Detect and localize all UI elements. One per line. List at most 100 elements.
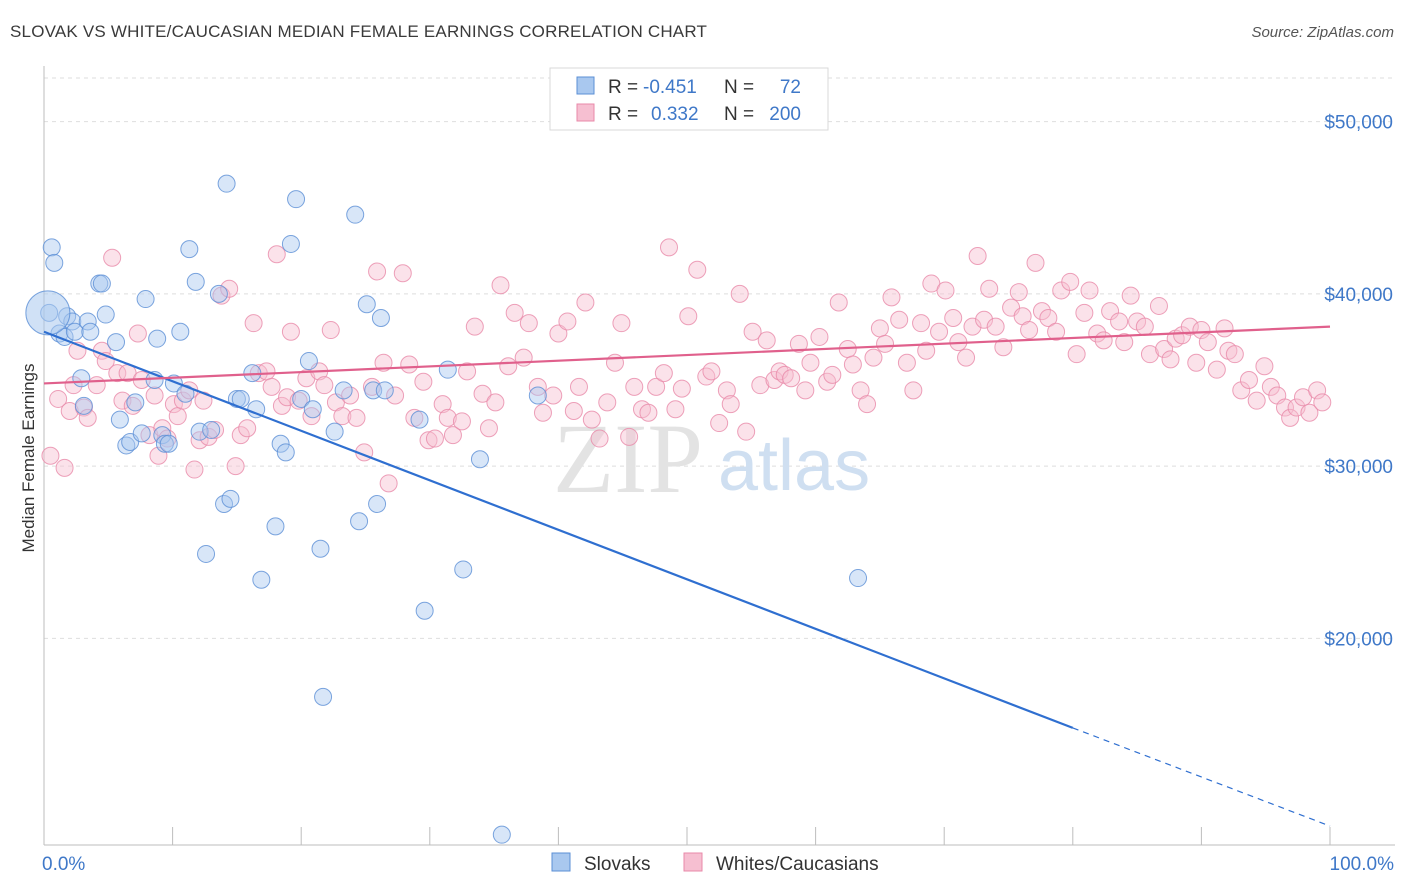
white-point-121	[801, 353, 820, 372]
white-point-12	[108, 364, 127, 383]
white-point-16	[128, 324, 147, 343]
legend-swatch-whites	[576, 103, 595, 122]
white-point-41	[267, 245, 286, 264]
y-axis-label: Median Female Earnings	[19, 364, 38, 553]
white-point-140	[930, 322, 949, 341]
slovak-point-44	[266, 517, 285, 536]
white-point-49	[315, 376, 334, 395]
slovak-point-8	[72, 369, 91, 388]
white-point-120	[796, 381, 815, 400]
white-point-45	[289, 391, 308, 410]
white-point-144	[957, 348, 976, 367]
y-tick-label-2: $40,000	[1324, 285, 1393, 306]
white-point-154	[1020, 321, 1039, 340]
trendlines	[43, 325, 1331, 827]
legend-box	[549, 67, 829, 131]
axes	[43, 66, 1395, 846]
y-tick-label-1: $30,000	[1324, 457, 1393, 478]
white-point-161	[1067, 345, 1086, 364]
white-point-172	[1140, 345, 1159, 364]
slovak-point-50	[299, 352, 318, 371]
white-point-147	[975, 310, 994, 329]
white-point-1	[49, 389, 68, 408]
white-point-31	[206, 420, 225, 439]
slovak-point-26	[159, 434, 178, 453]
source-credit: Source: ZipAtlas.com	[1251, 24, 1394, 41]
white-point-146	[968, 247, 987, 265]
slovak-point-60	[368, 495, 387, 513]
white-point-57	[368, 262, 387, 281]
white-point-25	[173, 391, 192, 410]
white-point-136	[904, 381, 923, 400]
white-point-183	[1215, 319, 1234, 338]
white-point-197	[1308, 381, 1327, 400]
white-point-179	[1187, 353, 1206, 372]
slovak-point-55	[334, 381, 353, 400]
slovak-point-62	[375, 381, 394, 400]
white-point-101	[666, 400, 685, 419]
white-point-80	[519, 314, 538, 333]
white-point-133	[882, 288, 901, 307]
slovak-point-2	[45, 253, 64, 272]
legend-r-label-1: R =	[608, 77, 638, 98]
legend-swatch-slovaks	[576, 76, 595, 95]
legend-r-value-2: 0.332	[651, 104, 699, 125]
white-point-196	[1300, 403, 1319, 422]
white-point-37	[244, 314, 263, 333]
white-point-34	[226, 457, 245, 476]
white-point-60	[386, 386, 405, 405]
watermark-zip: ZIP	[553, 403, 703, 514]
white-point-193	[1281, 408, 1300, 427]
slovak-point-63	[410, 410, 429, 429]
white-point-59	[379, 474, 398, 493]
stats-legend: R = -0.451 N = 72 R = 0.332 N = 200	[549, 67, 829, 131]
white-point-142	[944, 309, 963, 327]
white-point-100	[659, 238, 678, 257]
slovak-point-37	[217, 174, 236, 193]
series-slovaks-points	[25, 174, 868, 844]
white-point-149	[986, 317, 1005, 336]
white-point-43	[278, 388, 297, 407]
white-point-132	[876, 334, 895, 353]
white-point-135	[897, 353, 916, 372]
white-point-11	[103, 248, 122, 267]
white-point-165	[1094, 331, 1113, 350]
white-point-114	[757, 331, 776, 350]
slovak-point-68	[492, 825, 511, 844]
white-point-97	[639, 403, 658, 422]
slovak-point-57	[350, 512, 369, 531]
white-point-91	[598, 393, 617, 412]
white-point-95	[625, 377, 644, 396]
white-point-47	[302, 407, 321, 426]
white-point-131	[870, 319, 889, 338]
white-point-157	[1039, 309, 1058, 327]
white-point-187	[1239, 371, 1258, 389]
white-point-86	[564, 402, 583, 420]
slovak-point-15	[107, 333, 126, 352]
white-point-167	[1110, 312, 1129, 331]
slovak-point-43	[252, 570, 271, 589]
white-point-42	[272, 396, 291, 415]
bottom-legend-swatch-whites	[683, 852, 703, 872]
white-point-138	[917, 341, 936, 360]
white-point-198	[1313, 393, 1332, 412]
slovak-point-21	[136, 290, 155, 309]
white-point-94	[620, 427, 639, 446]
white-point-108	[717, 381, 736, 400]
white-point-188	[1247, 391, 1266, 410]
white-point-155	[1026, 253, 1045, 272]
legend-n-label-1: N =	[724, 77, 754, 98]
legend-n-value-1: 72	[780, 77, 801, 98]
white-point-85	[558, 312, 577, 331]
white-point-171	[1135, 317, 1154, 336]
white-point-162	[1075, 303, 1094, 322]
slovak-point-38	[221, 489, 240, 508]
white-point-90	[590, 429, 609, 448]
white-point-175	[1161, 350, 1180, 369]
white-point-54	[347, 408, 366, 427]
white-point-145	[963, 317, 982, 336]
white-point-186	[1232, 381, 1251, 400]
white-point-102	[672, 379, 691, 398]
white-point-107	[710, 414, 729, 433]
